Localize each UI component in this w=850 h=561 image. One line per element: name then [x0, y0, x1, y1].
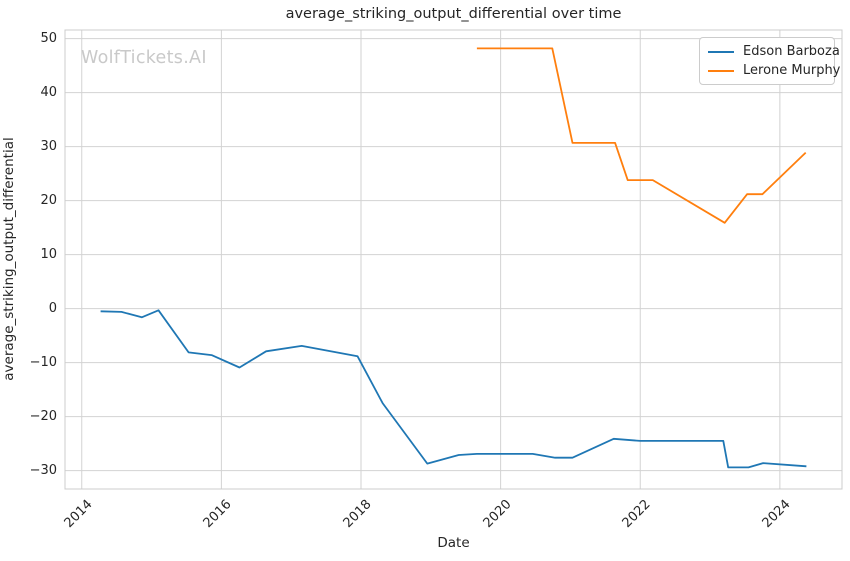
legend-item-lerone-murphy: Lerone Murphy	[708, 63, 840, 78]
legend-item-edson-barboza: Edson Barboza	[708, 44, 840, 59]
legend: Edson Barboza Lerone Murphy	[699, 37, 840, 85]
legend-line-swatch-blue	[708, 50, 734, 53]
chart-title: average_striking_output_differential ove…	[285, 6, 622, 22]
series-line-edson-barboza	[100, 309, 807, 469]
legend-label: Edson Barboza	[743, 44, 840, 59]
series-line-lerone-murphy	[476, 47, 807, 224]
watermark: WolfTickets.AI	[81, 48, 207, 68]
legend-line-swatch-orange	[708, 69, 734, 72]
y-tick-label-50: 50	[40, 30, 57, 46]
y-tick-label-10: 10	[40, 246, 57, 262]
y-tick-label--20: −20	[29, 408, 57, 424]
y-tick-label-40: 40	[40, 84, 57, 100]
plot-border	[64, 29, 843, 490]
x-axis-label: Date	[437, 535, 470, 551]
y-tick-label--30: −30	[29, 462, 57, 478]
y-tick-label--10: −10	[29, 354, 57, 370]
y-tick-label-20: 20	[40, 192, 57, 208]
y-tick-label-0: 0	[48, 300, 57, 316]
y-tick-label-30: 30	[40, 138, 57, 154]
legend-label: Lerone Murphy	[743, 63, 841, 78]
